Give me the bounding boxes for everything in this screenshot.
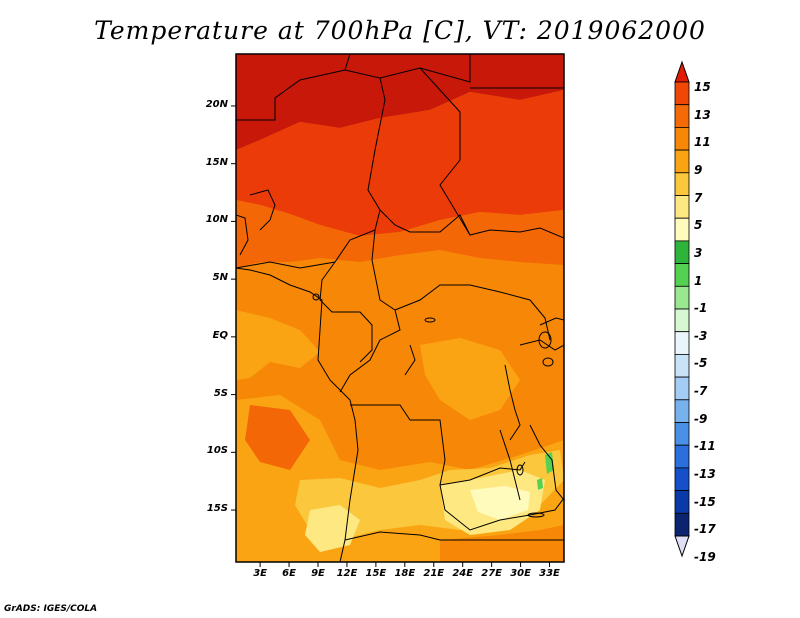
colorbar-label: -7 [694, 384, 708, 399]
patch-7-9-central [420, 338, 520, 420]
colorbar-label: -17 [694, 522, 716, 537]
colorbar-label: -13 [694, 467, 716, 482]
colorbar-box [674, 149, 690, 174]
colorbar-box [674, 104, 690, 128]
lat-label: 10N [205, 214, 228, 226]
lon-label: 12E [336, 568, 358, 579]
colorbar-box [674, 467, 690, 491]
colorbar-label: 7 [694, 190, 703, 205]
lat-label: 15S [206, 503, 228, 515]
patch-1-3-east [470, 486, 530, 520]
country-borders [236, 54, 564, 562]
colorbar-label: 15 [694, 80, 711, 94]
colorbar-box [674, 308, 690, 333]
colorbar-box [674, 512, 690, 537]
colorbar-label: -1 [694, 301, 708, 316]
lat-label: 5S [213, 387, 228, 399]
patch-7-9-west [236, 310, 320, 380]
lakes [312, 293, 554, 518]
lat-label: 10S [206, 445, 228, 457]
lon-label: 6E [282, 568, 296, 579]
colorbar-box [674, 331, 690, 355]
lat-label: 20N [205, 98, 228, 110]
colorbar-label: -15 [694, 494, 716, 509]
lon-label: 21E [423, 568, 445, 579]
colorbar-label: 3 [694, 245, 703, 260]
colorbar-label: 11 [694, 135, 711, 150]
patch-3-5-south [305, 505, 360, 552]
colorbar-box [674, 285, 690, 310]
lon-label: 33E [539, 568, 560, 579]
colorbar-label: -3 [694, 328, 708, 343]
colorbar [674, 60, 690, 558]
map-frame [235, 53, 565, 563]
colorbar-label: 13 [694, 107, 711, 122]
green-spot-2 [537, 478, 543, 490]
colorbar-label: 9 [694, 162, 703, 177]
lon-label: 24E [452, 568, 474, 579]
colorbar-label: -9 [694, 411, 708, 426]
chart-title: Temperature at 700hPa [C], VT: 201906200… [94, 16, 706, 45]
lat-label: EQ [212, 329, 228, 341]
colorbar-box [674, 263, 690, 287]
colorbar-label: -19 [694, 550, 716, 564]
colorbar-bottom-arrow [674, 535, 690, 558]
colorbar-label: -5 [694, 356, 708, 371]
band-9-11 [236, 200, 564, 268]
lon-label: 27E [481, 568, 503, 579]
lon-label: 30E [510, 568, 531, 579]
axis-ticks [231, 105, 551, 567]
colorbar-box [674, 422, 690, 446]
lat-label: 5N [212, 272, 228, 284]
colorbar-box [674, 81, 690, 106]
colorbar-box [674, 172, 690, 196]
band-11-13 [236, 90, 564, 236]
colorbar-top-arrow [674, 60, 690, 83]
colorbar-label: -11 [694, 439, 716, 454]
lon-label: 15E [365, 568, 387, 579]
colorbar-label: 5 [694, 218, 703, 233]
colorbar-box [674, 217, 690, 242]
lon-label: 3E [253, 568, 267, 579]
colorbar-box [674, 127, 690, 151]
colorbar-label: 1 [694, 273, 703, 288]
band-13-15 [236, 54, 564, 150]
green-spot [545, 452, 554, 474]
lon-label: 9E [311, 568, 325, 579]
colorbar-box [674, 399, 690, 423]
colorbar-box [674, 490, 690, 514]
colorbar-box [674, 353, 690, 378]
lon-label: 18E [394, 568, 416, 579]
lat-label: 15N [205, 156, 228, 168]
colorbar-box [674, 195, 690, 219]
patch-9-11-se [440, 525, 564, 562]
credit-text: GrADS: IGES/COLA [4, 604, 98, 614]
patch-9-11-sw [245, 405, 310, 470]
colorbar-box [674, 444, 690, 469]
colorbar-box [674, 240, 690, 264]
colorbar-box [674, 376, 690, 401]
